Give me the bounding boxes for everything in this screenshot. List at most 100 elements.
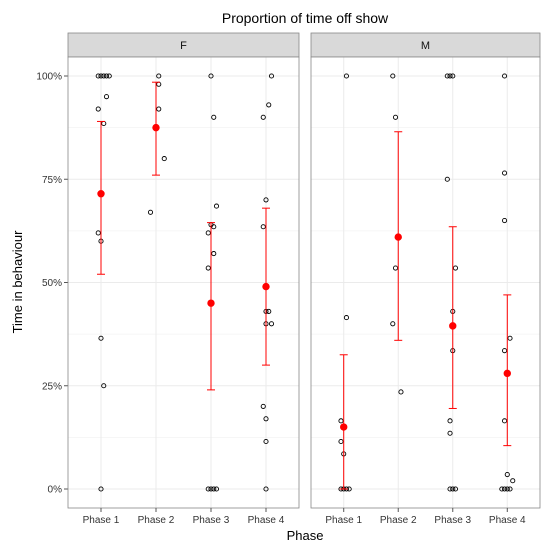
panel-border <box>67 56 300 509</box>
data-point <box>447 486 453 492</box>
data-point <box>106 73 112 79</box>
data-point <box>156 73 162 79</box>
panel-m: M Phase 1 Phase 2 Phase 3 Phase 4 <box>310 32 541 526</box>
data-point <box>268 321 275 327</box>
data-point <box>98 73 104 79</box>
y-tick-label: 100% <box>36 72 62 83</box>
data-point <box>205 230 211 236</box>
facet-strip <box>310 32 541 58</box>
y-tick-label: 25% <box>42 381 62 392</box>
data-point <box>103 73 110 79</box>
data-point <box>502 348 508 354</box>
data-point <box>266 308 272 314</box>
data-point <box>260 114 266 120</box>
facet-strip-label: F <box>180 40 187 52</box>
data-point <box>95 106 101 112</box>
data-point <box>213 486 220 492</box>
x-tick-label: Phase 4 <box>248 515 285 526</box>
data-point <box>156 106 162 112</box>
y-tick-label: 75% <box>42 175 62 186</box>
data-point <box>499 486 505 492</box>
chart-title: Proportion of time off show <box>222 10 389 26</box>
facet-strip-label: M <box>421 40 430 52</box>
data-point <box>213 203 220 209</box>
data-point <box>398 389 404 395</box>
data-point <box>211 486 217 492</box>
panel-f: F Phase 1 Phase 2 Phase 3 Phase 4 <box>67 32 300 526</box>
data-point <box>390 73 396 79</box>
y-tick-label: 50% <box>42 278 62 289</box>
data-point <box>208 73 214 79</box>
mean-point <box>97 190 105 198</box>
mean-point <box>340 423 348 431</box>
panel-border <box>310 56 541 509</box>
data-point <box>260 403 266 409</box>
x-tick-label: Phase 4 <box>489 515 526 526</box>
x-tick-label: Phase 2 <box>380 515 417 526</box>
data-point <box>447 418 453 424</box>
mean-point <box>394 233 402 241</box>
mean-point <box>503 369 511 378</box>
data-point <box>263 197 269 203</box>
mean-point <box>152 123 160 132</box>
data-point <box>101 383 107 389</box>
data-point <box>147 209 154 215</box>
x-tick-label: Phase 1 <box>325 515 362 526</box>
data-point <box>444 176 450 182</box>
data-point <box>161 156 167 162</box>
data-point <box>392 114 399 120</box>
data-point <box>338 438 344 445</box>
data-point <box>502 418 508 424</box>
data-point <box>507 486 513 492</box>
data-point <box>502 217 508 224</box>
data-point <box>502 170 508 176</box>
data-point <box>504 486 510 492</box>
data-point <box>266 102 272 108</box>
x-axis-title: Phase <box>287 528 324 543</box>
data-point <box>510 478 516 484</box>
data-point <box>392 265 399 271</box>
panels-group: 0% 25% 50% 75% 100% F Phase 1 Phase 2 Phase 3 Pha… <box>36 32 541 526</box>
data-point <box>444 73 450 79</box>
data-point <box>343 73 349 79</box>
data-point <box>95 73 101 79</box>
data-point <box>211 251 217 257</box>
data-point <box>343 315 349 321</box>
data-point <box>338 418 344 424</box>
data-point <box>263 438 269 445</box>
x-tick-label: Phase 2 <box>138 515 175 526</box>
data-point <box>447 430 453 436</box>
data-point <box>390 321 396 327</box>
data-point <box>98 486 104 492</box>
data-point <box>205 265 211 271</box>
x-tick-label: Phase 3 <box>434 515 471 526</box>
data-point <box>260 224 266 230</box>
data-point <box>211 224 217 230</box>
y-tick-label: 0% <box>48 485 63 496</box>
data-point <box>211 114 217 120</box>
data-point <box>507 335 513 341</box>
data-point <box>452 486 459 492</box>
data-point <box>263 486 269 492</box>
data-point <box>504 471 510 478</box>
data-point <box>205 486 211 492</box>
data-point <box>208 486 214 492</box>
data-point <box>502 486 508 492</box>
x-tick-label: Phase 1 <box>83 515 120 526</box>
facet-strip <box>67 32 300 58</box>
data-point <box>450 486 456 492</box>
data-point <box>450 73 456 79</box>
data-point <box>452 265 459 271</box>
x-tick-label: Phase 3 <box>193 515 230 526</box>
mean-point <box>207 299 215 307</box>
mean-point <box>449 322 457 330</box>
data-point <box>98 335 104 341</box>
data-point <box>263 416 269 422</box>
data-point <box>95 230 101 236</box>
data-point <box>268 73 275 79</box>
data-point <box>447 73 453 79</box>
y-axis-title: Time in behaviour <box>10 230 25 334</box>
data-point <box>502 73 508 79</box>
